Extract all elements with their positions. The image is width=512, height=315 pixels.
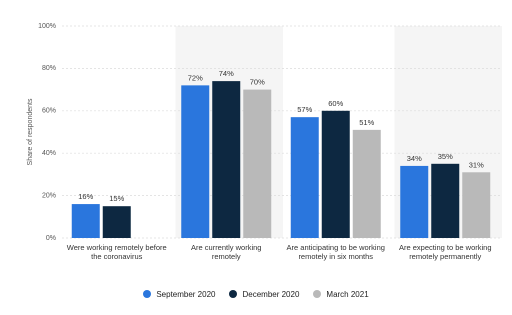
data-label: 31%	[469, 160, 484, 169]
legend: September 2020 December 2020 March 2021	[0, 290, 512, 299]
data-label: 60%	[328, 99, 343, 108]
legend-swatch	[143, 290, 152, 298]
bar	[181, 85, 210, 238]
legend-item: September 2020	[143, 290, 215, 299]
legend-swatch	[313, 290, 322, 298]
x-tick-label: Are currently working remotely	[191, 243, 262, 261]
legend-swatch	[229, 290, 238, 298]
data-label: 57%	[297, 105, 312, 114]
bar	[352, 129, 381, 238]
legend-item: March 2021	[313, 290, 369, 299]
data-label: 16%	[78, 192, 93, 201]
bar	[431, 163, 460, 238]
bar	[102, 206, 131, 238]
legend-label: March 2021	[326, 290, 369, 299]
bar	[321, 110, 350, 238]
data-label: 15%	[109, 194, 124, 203]
y-tick-label: 40%	[42, 150, 56, 157]
y-axis-label: Share of respondents	[27, 98, 34, 165]
bar	[400, 165, 429, 238]
y-tick-label: 80%	[42, 65, 56, 72]
legend-label: September 2020	[156, 290, 216, 299]
bar	[243, 89, 272, 238]
x-tick-label: Are expecting to be working remotely per…	[398, 243, 492, 261]
bar	[212, 81, 241, 239]
x-tick-label: Were working remotely before the coronav…	[66, 243, 167, 261]
data-label: 35%	[438, 152, 453, 161]
bar	[462, 172, 491, 238]
x-tick-label: Are anticipating to be working remotely …	[286, 243, 385, 261]
data-label: 70%	[250, 78, 265, 87]
bar	[290, 117, 319, 238]
data-label: 51%	[359, 118, 374, 127]
y-tick-label: 20%	[42, 192, 56, 199]
data-label: 34%	[407, 154, 422, 163]
bar	[71, 204, 100, 238]
legend-item: December 2020	[229, 290, 299, 299]
data-label: 72%	[188, 73, 203, 82]
legend-label: December 2020	[242, 290, 300, 299]
y-tick-label: 100%	[38, 23, 56, 30]
y-tick-label: 0%	[46, 235, 56, 242]
y-tick-label: 60%	[42, 108, 56, 115]
data-label: 74%	[219, 69, 234, 78]
